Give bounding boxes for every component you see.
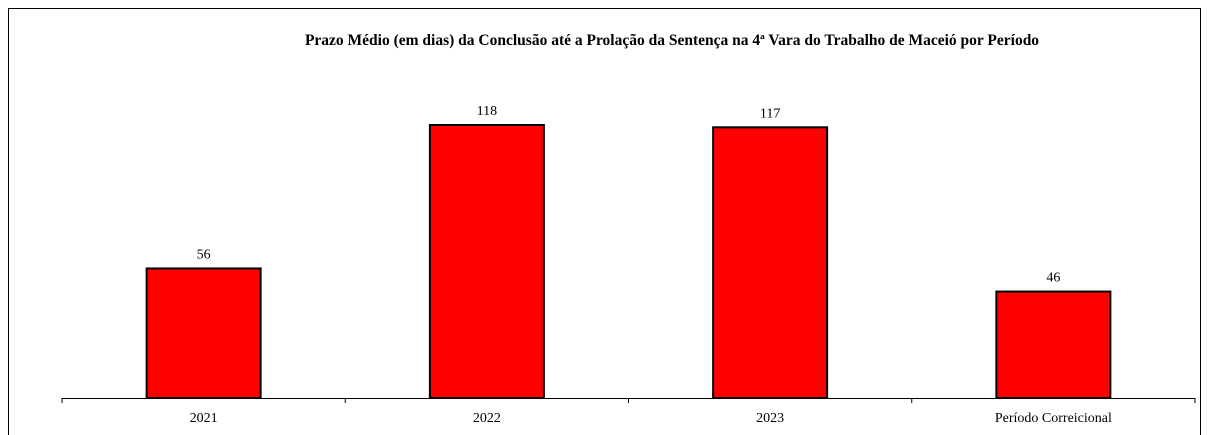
x-tick-label: Período Correicional — [995, 411, 1112, 426]
x-tick-label: 2021 — [190, 411, 218, 426]
data-label: 56 — [197, 247, 211, 262]
data-label: 118 — [477, 104, 497, 119]
chart-title: Prazo Médio (em dias) da Conclusão até a… — [304, 32, 1040, 49]
x-tick-label: 2022 — [473, 411, 501, 426]
bar — [995, 290, 1112, 399]
bar — [145, 267, 262, 399]
data-label: 46 — [1046, 271, 1060, 286]
data-label: 117 — [760, 106, 780, 121]
x-tick-label: 2023 — [756, 411, 784, 426]
bar — [428, 124, 545, 399]
bar — [712, 126, 829, 399]
